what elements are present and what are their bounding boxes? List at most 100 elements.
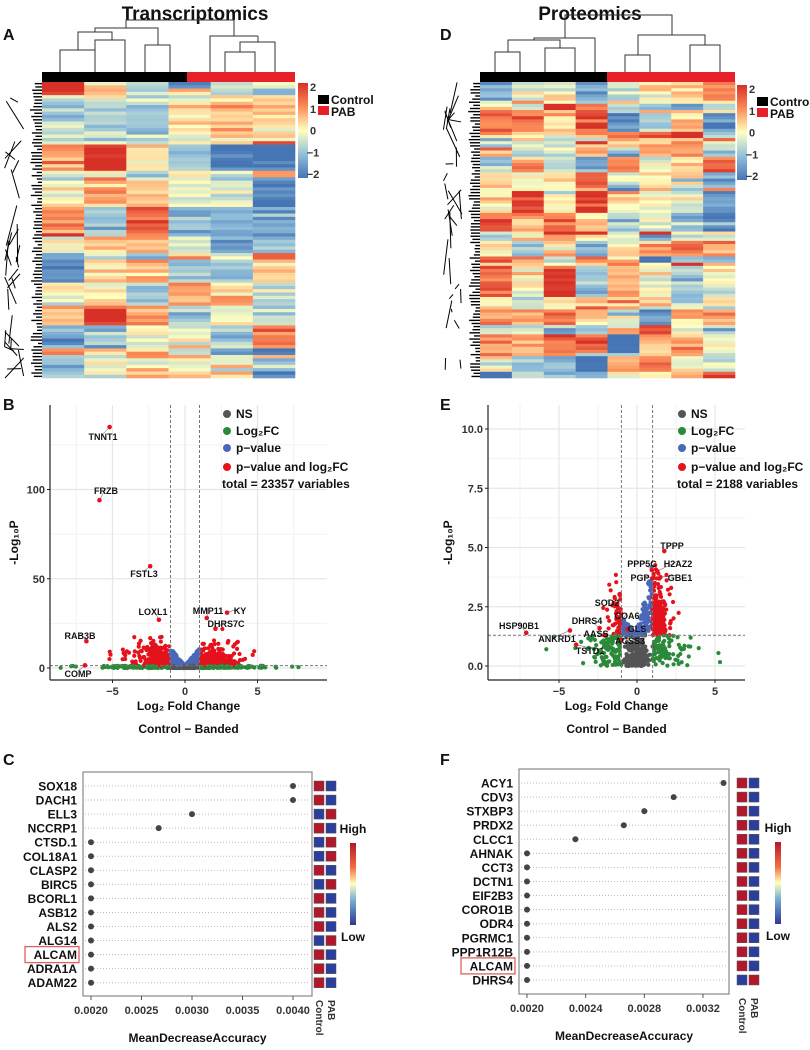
heatmap-cell	[703, 134, 736, 139]
legend-marker	[223, 427, 231, 435]
data-point	[660, 648, 665, 653]
dendrogram-branch	[447, 190, 463, 215]
heatmap-cell	[210, 266, 254, 270]
heatmap-cell	[575, 228, 608, 232]
heatmap-cell	[210, 157, 254, 162]
heatmap-cell	[252, 239, 296, 244]
heatmap-cell	[639, 215, 672, 220]
heatmap-cell	[480, 97, 513, 101]
heatmap-cell	[84, 220, 127, 224]
data-point	[613, 572, 618, 577]
heatmap-cell	[210, 203, 254, 208]
legend-low-label: Low	[766, 929, 791, 943]
heatmap-cell	[607, 228, 640, 232]
expression-square	[313, 921, 325, 932]
heatmap-cell	[84, 200, 127, 204]
data-point	[637, 653, 643, 658]
heatmap-cell	[42, 206, 85, 211]
heatmap-cell	[543, 293, 576, 298]
heatmap-cell	[607, 362, 640, 366]
heatmap-cell	[42, 157, 85, 162]
heatmap-cell	[480, 119, 513, 123]
data-point	[212, 664, 217, 669]
heatmap-cell	[703, 153, 736, 158]
heatmap-cell	[480, 275, 513, 279]
heatmap-cell	[42, 147, 85, 152]
heatmap-cell	[511, 268, 545, 273]
heatmap-cell	[703, 328, 736, 332]
gene-name: CTSD.1	[34, 836, 77, 850]
colorbar-tick-label: 0	[310, 126, 316, 138]
heatmap-cell	[126, 154, 169, 158]
heatmap-cell	[703, 331, 736, 335]
dendrogram-branch	[444, 205, 455, 220]
heatmap-cell	[607, 200, 640, 204]
labeled-point	[650, 576, 655, 581]
heatmap-cell	[252, 345, 296, 349]
importance-plot-transcriptomics: SOX18DACH1ELL3NCCRP1CTSD.1COL18A1CLASP2B…	[23, 771, 366, 1045]
data-point	[150, 647, 155, 652]
heatmap-cell	[84, 111, 127, 116]
heatmap-cell	[126, 345, 169, 349]
heatmap-cell	[168, 328, 211, 333]
label-leader-line	[556, 630, 571, 637]
heatmap-cell	[168, 305, 211, 310]
heatmap-cell	[575, 368, 608, 373]
heatmap-cell	[607, 187, 640, 192]
heatmap-cell	[511, 212, 545, 217]
heatmap-cell	[671, 163, 704, 167]
heatmap-cell	[703, 365, 736, 369]
heatmap-cell	[575, 353, 608, 357]
heatmap-cell	[639, 334, 672, 338]
heatmap-cell	[511, 265, 545, 270]
heatmap-cell	[575, 159, 608, 164]
heatmap-cell	[703, 138, 736, 142]
heatmap-cell	[671, 356, 704, 360]
data-point	[655, 602, 660, 607]
data-point	[647, 652, 652, 657]
heatmap-cell	[511, 362, 545, 366]
heatmap-cell	[252, 374, 296, 379]
heatmap-cell	[575, 253, 608, 257]
data-point	[123, 653, 128, 658]
heatmap-cell	[607, 371, 640, 376]
heatmap-cell	[575, 197, 608, 201]
heatmap-cell	[607, 169, 640, 173]
heatmap-cell	[703, 296, 736, 301]
heatmap-cell	[703, 362, 736, 366]
heatmap-cell	[607, 178, 640, 183]
heatmap-cell	[639, 172, 672, 176]
heatmap-cell	[210, 348, 254, 352]
column-dendrogram-d	[494, 14, 721, 72]
heatmap-cell	[252, 223, 296, 228]
heatmap-cell	[671, 346, 704, 351]
heatmap-cell	[126, 223, 169, 228]
heatmap-cell	[511, 194, 545, 198]
data-point	[607, 618, 612, 623]
heatmap-cell	[84, 210, 127, 214]
heatmap-cell	[480, 331, 513, 335]
heatmap-cell	[575, 113, 608, 117]
gene-label: DHRS4	[572, 616, 603, 626]
heatmap-cell	[210, 272, 254, 277]
heatmap-cell	[575, 300, 608, 304]
heatmap-cell	[543, 100, 576, 105]
heatmap-cell	[639, 225, 672, 229]
dendrogram-branch	[8, 268, 19, 281]
data-point	[653, 662, 658, 667]
heatmap-cell	[42, 220, 85, 224]
heatmap-cell	[671, 222, 704, 226]
panel-letter-f: F	[440, 752, 450, 769]
gene-name: ALG14	[38, 934, 77, 948]
heatmap-cell	[607, 134, 640, 139]
heatmap-cell	[168, 151, 211, 155]
data-point	[635, 626, 640, 632]
heatmap-cell	[639, 259, 672, 264]
gene-name: PPP1R12B	[452, 945, 514, 959]
heatmap-cell	[703, 97, 736, 101]
heatmap-cell	[42, 114, 85, 119]
heatmap-cell	[210, 197, 254, 201]
heatmap-cell	[575, 278, 608, 282]
